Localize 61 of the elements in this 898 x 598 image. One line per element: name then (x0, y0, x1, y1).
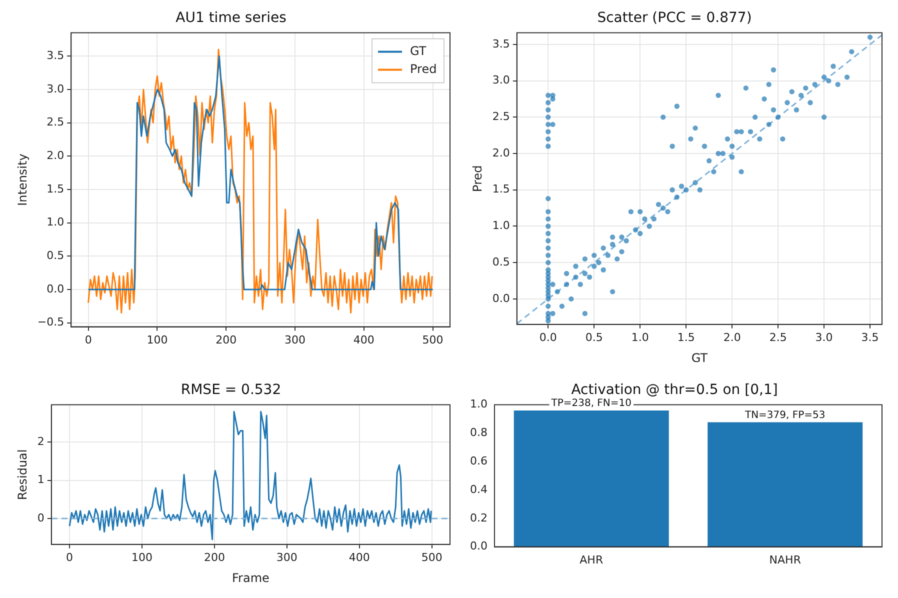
chart-title: AU1 time series (176, 10, 286, 26)
x-tick-label: 0 (84, 333, 92, 346)
annotation: TN=379, FP=53 (744, 410, 826, 421)
x-tick-label: 400 (353, 333, 374, 346)
x-tick-label: 100 (131, 550, 152, 564)
x-tick-label: 400 (348, 550, 370, 564)
x-tick-label: 1.5 (677, 330, 695, 344)
x-tick-label: 3.0 (815, 330, 833, 344)
x-tick-label: 1.0 (631, 330, 649, 344)
x-tick-label: 2.5 (769, 330, 787, 344)
x-tick-label: NAHR (769, 553, 802, 566)
y-tick-label: 0.2 (470, 511, 488, 524)
y-tick-label: 1.0 (46, 216, 64, 229)
y-tick-label: 2.0 (46, 148, 64, 162)
y-tick-label: 0.0 (46, 282, 64, 296)
x-tick-label: 300 (276, 550, 298, 564)
y-tick-label: 1.5 (46, 182, 64, 196)
x-tick-label: 0.5 (585, 330, 603, 344)
y-tick-label: 3.0 (46, 82, 64, 96)
x-tick-label: 2.0 (723, 330, 741, 344)
chart-title: Scatter (PCC = 0.877) (597, 10, 752, 26)
x-tick-label: 200 (204, 550, 225, 564)
legend-label: Pred (410, 62, 437, 76)
y-tick-label: 3.5 (492, 37, 510, 50)
y-tick-label: 0 (37, 511, 44, 524)
y-tick-label: 0.0 (492, 292, 510, 305)
chart-title: RMSE = 0.532 (180, 382, 282, 398)
y-tick-label: 0.8 (470, 426, 488, 440)
y-tick-label: 3.5 (46, 48, 64, 62)
x-tick-label: 300 (284, 333, 306, 346)
legend-label: GT (410, 44, 427, 58)
x-tick-label: 100 (146, 333, 168, 346)
chart-title: Activation @ thr=0.5 on [0,1] (571, 382, 778, 398)
y-tick-label: 3.0 (492, 74, 510, 87)
y-axis-title: Residual (15, 449, 30, 500)
y-tick-label: 0.4 (470, 482, 488, 496)
x-axis-title: Frame (232, 570, 270, 585)
y-tick-label: 1.5 (492, 182, 510, 196)
y-tick-label: 0.6 (470, 454, 488, 468)
y-tick-label: 0.0 (470, 540, 488, 553)
x-tick-label: 3.5 (861, 330, 879, 344)
y-tick-label: 1.0 (492, 219, 510, 232)
y-tick-label: 2 (37, 435, 44, 448)
y-tick-label: 2.5 (492, 110, 510, 124)
y-tick-label: 2.5 (46, 116, 64, 129)
x-axis-title: GT (691, 350, 708, 365)
y-tick-label: 0.5 (46, 248, 64, 262)
y-tick-label: 1 (37, 473, 44, 486)
x-tick-label: 0 (66, 550, 74, 564)
y-tick-label: −0.5 (37, 316, 64, 329)
y-tick-label: 2.0 (492, 146, 510, 160)
y-axis-title: Intensity (15, 154, 30, 206)
y-axis-title: Pred (470, 165, 484, 192)
annotation: TP=238, FN=10 (550, 398, 632, 410)
x-tick-label: AHR (580, 553, 604, 566)
x-tick-label: 200 (216, 333, 237, 346)
x-tick-label: 500 (422, 333, 444, 346)
y-tick-label: 1.0 (470, 398, 488, 411)
x-tick-label: 500 (421, 550, 442, 564)
x-tick-label: 0.0 (539, 330, 557, 344)
y-tick-label: 0.5 (492, 255, 510, 268)
